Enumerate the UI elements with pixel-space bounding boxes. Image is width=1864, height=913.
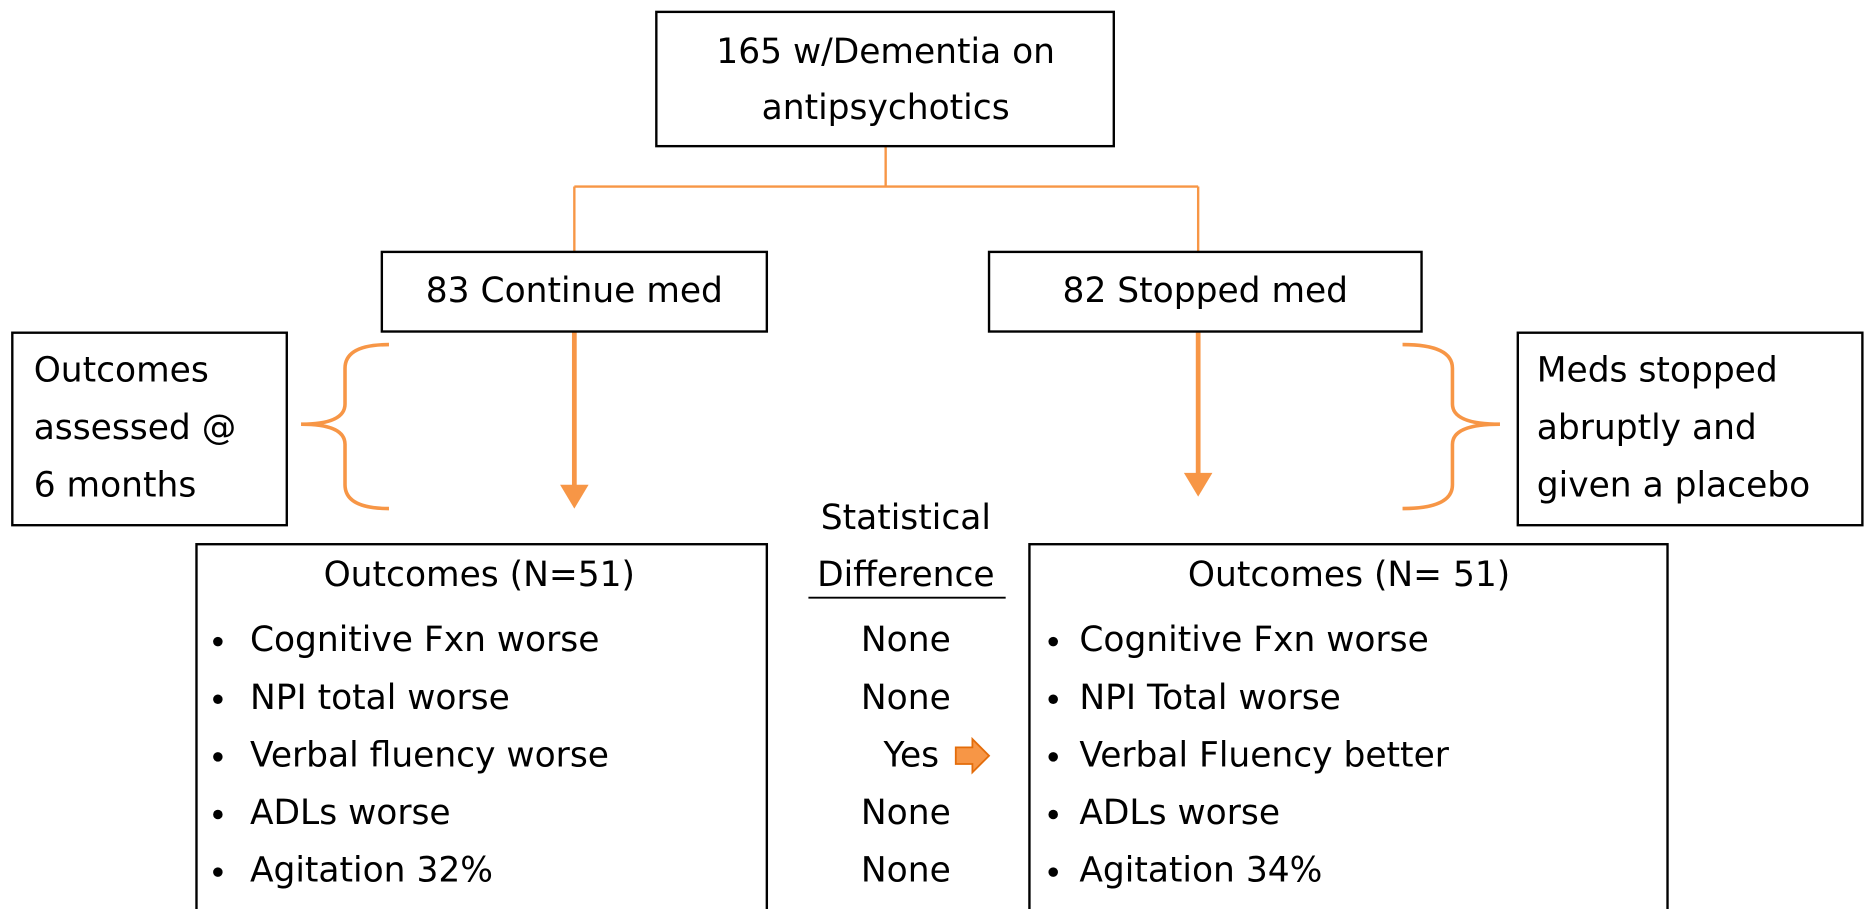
bullet <box>213 809 223 820</box>
bullet <box>213 752 223 762</box>
note-text: given a placebo <box>1537 466 1810 506</box>
bullet <box>1048 809 1058 820</box>
bullet <box>1048 636 1058 647</box>
root-text: 165 w/Dementia on <box>716 32 1055 72</box>
note-box <box>1516 331 1864 527</box>
outcome-item: Agitation 32% <box>250 851 493 891</box>
connector <box>573 146 1200 252</box>
note-box <box>11 331 288 527</box>
bullet <box>1048 694 1058 705</box>
branch-label: 82 Stopped med <box>1063 271 1349 311</box>
comparison-header: Statistical <box>821 498 991 538</box>
bullet <box>1048 752 1058 762</box>
outcomes-title: Outcomes (N= 51) <box>1188 555 1510 595</box>
outcome-item: Cognitive Fxn worse <box>250 620 599 660</box>
brace <box>1402 342 1500 511</box>
bullet <box>213 867 223 877</box>
note-text: Meds stopped <box>1537 350 1778 390</box>
comparison-value: None <box>861 678 951 718</box>
bullet <box>213 694 223 705</box>
comparison-value: None <box>861 851 951 891</box>
outcome-item: ADLs worse <box>250 793 451 833</box>
comparison-header: Difference <box>817 555 995 595</box>
note-text: abruptly and <box>1537 408 1757 448</box>
arrow-head <box>560 484 589 509</box>
arrow-head <box>1183 472 1213 497</box>
outcome-item: Cognitive Fxn worse <box>1079 620 1428 660</box>
comparison-value: None <box>861 620 951 660</box>
outcome-item: Verbal Fluency better <box>1079 735 1449 775</box>
brace <box>301 342 389 511</box>
comparison-value: Yes <box>883 735 940 775</box>
root-text: antipsychotics <box>762 88 1010 128</box>
comparison-value: None <box>861 793 951 833</box>
outcomes-title: Outcomes (N=51) <box>324 555 635 595</box>
outcome-item: Verbal fluency worse <box>250 735 609 775</box>
outcome-item: NPI total worse <box>250 678 510 718</box>
bullet <box>213 636 223 647</box>
outcomes-box <box>195 543 769 913</box>
note-text: 6 months <box>34 466 197 506</box>
arrow-icon <box>954 736 991 775</box>
outcome-item: NPI Total worse <box>1079 678 1341 718</box>
root-box <box>655 10 1115 148</box>
branch-box <box>987 250 1423 333</box>
branch-label: 83 Continue med <box>426 271 723 311</box>
note-text: assessed @ <box>34 408 237 448</box>
outcomes-box <box>1028 543 1669 913</box>
note-text: Outcomes <box>34 350 209 390</box>
branch-box <box>380 250 769 333</box>
outcome-item: ADLs worse <box>1079 793 1280 833</box>
bullet <box>1048 867 1058 877</box>
outcome-item: Agitation 34% <box>1079 851 1322 891</box>
